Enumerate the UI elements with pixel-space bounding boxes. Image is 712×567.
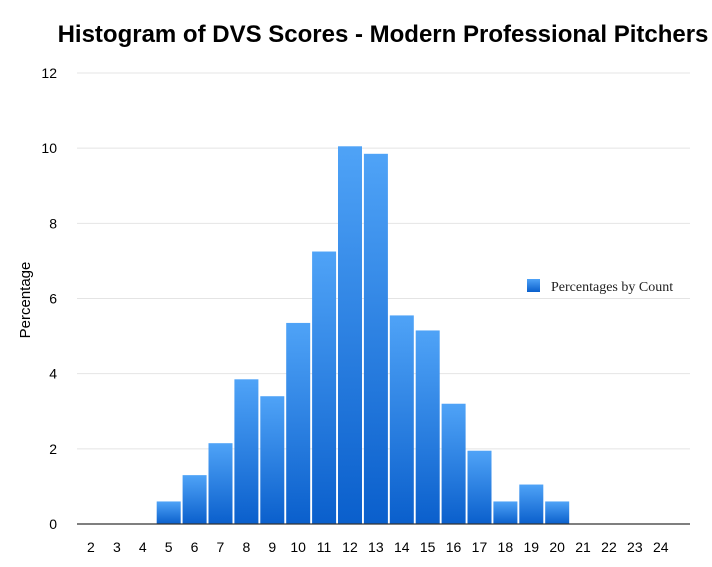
bar — [234, 379, 259, 524]
y-tick-label: 10 — [41, 140, 57, 156]
x-tick-label: 24 — [653, 539, 669, 555]
bar — [441, 403, 466, 524]
bar — [260, 396, 285, 524]
bars — [156, 146, 570, 525]
x-tick-label: 23 — [627, 539, 643, 555]
y-tick-label: 6 — [49, 291, 57, 307]
y-tick-label: 2 — [49, 441, 57, 457]
bar — [467, 450, 492, 524]
bar — [338, 146, 362, 524]
y-tick-label: 4 — [49, 366, 57, 382]
bar — [182, 475, 207, 524]
x-tick-label: 15 — [420, 539, 436, 555]
bar — [493, 501, 518, 524]
x-tick-label: 5 — [165, 539, 173, 555]
bar — [389, 315, 414, 524]
bar — [415, 330, 440, 524]
bar — [519, 484, 544, 524]
x-tick-label: 10 — [290, 539, 306, 555]
x-tick-label: 20 — [549, 539, 565, 555]
x-tick-label: 17 — [472, 539, 488, 555]
bar — [363, 153, 388, 524]
chart-title: Histogram of DVS Scores - Modern Profess… — [58, 21, 709, 48]
x-tick-label: 19 — [523, 539, 539, 555]
x-tick-label: 3 — [113, 539, 121, 555]
x-tick-label: 11 — [317, 539, 332, 555]
y-tick-label: 12 — [41, 65, 57, 81]
y-axis-label: Percentage — [17, 262, 34, 339]
x-tick-label: 12 — [342, 539, 358, 555]
bar — [286, 322, 311, 524]
x-tick-label: 14 — [394, 539, 410, 555]
legend-label: Percentages by Count — [551, 280, 673, 295]
bar — [545, 501, 570, 524]
bar — [208, 443, 233, 524]
x-tick-label: 8 — [242, 539, 250, 555]
bar — [312, 251, 337, 525]
x-tick-label: 22 — [601, 539, 617, 555]
bar — [156, 501, 181, 524]
x-tick-label: 13 — [368, 539, 384, 555]
x-tick-label: 4 — [139, 539, 147, 555]
x-tick-label: 7 — [217, 539, 225, 555]
y-tick-label: 8 — [49, 215, 57, 231]
y-tick-label: 0 — [49, 516, 57, 532]
x-tick-label: 6 — [191, 539, 199, 555]
x-tick-label: 18 — [498, 539, 514, 555]
legend: Percentages by Count — [527, 279, 673, 295]
x-tick-label: 21 — [575, 539, 591, 555]
x-tick-label: 2 — [87, 539, 95, 555]
legend-swatch — [527, 279, 540, 292]
x-tick-label: 16 — [446, 539, 462, 555]
x-tick-label: 9 — [268, 539, 276, 555]
